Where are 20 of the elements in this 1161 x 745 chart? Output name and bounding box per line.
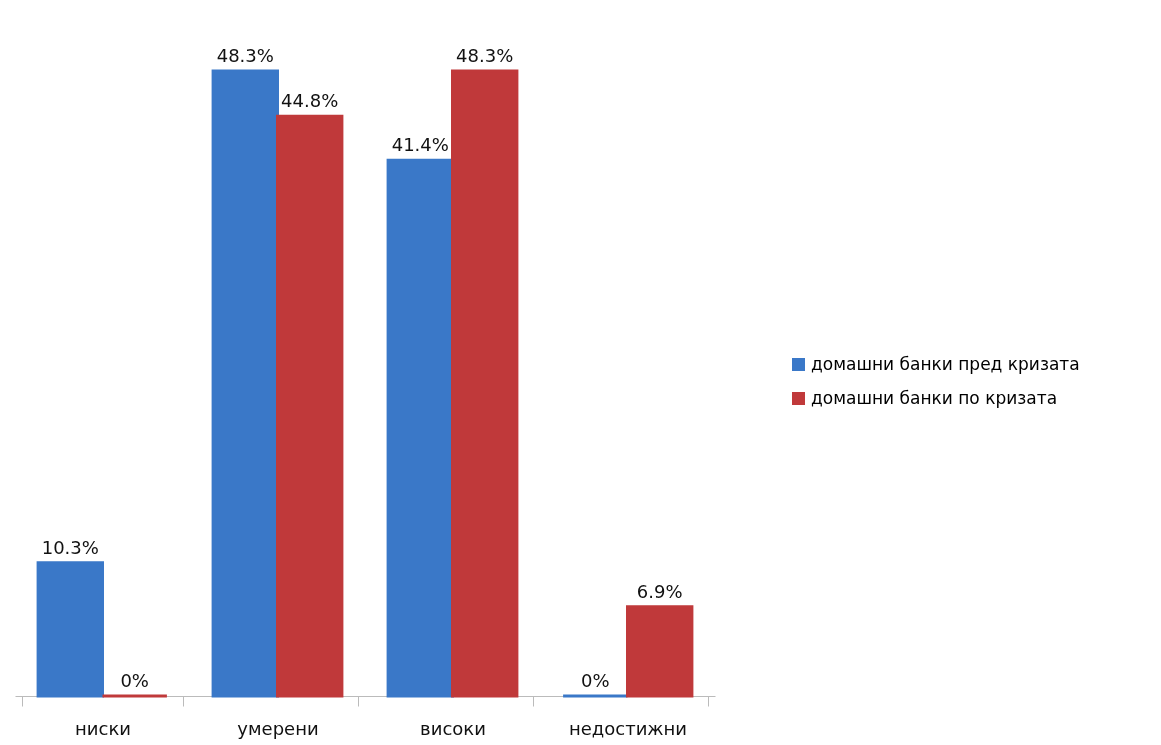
x-tick-label: недостижни bbox=[568, 717, 688, 739]
x-tick-label: високи bbox=[420, 717, 486, 739]
data-label: 6.9% bbox=[636, 580, 683, 602]
bar bbox=[386, 158, 454, 698]
x-tick-label: умерени bbox=[237, 717, 319, 739]
data-label: 41.4% bbox=[391, 134, 449, 156]
data-label: 44.8% bbox=[281, 90, 339, 112]
legend-label: домашни банки пред кризата bbox=[811, 353, 1080, 374]
legend-label: домашни банки по кризата bbox=[811, 387, 1058, 408]
bar bbox=[626, 605, 694, 698]
x-tick-label: ниски bbox=[75, 717, 131, 739]
data-label: 0% bbox=[120, 670, 149, 691]
bar bbox=[36, 561, 104, 698]
bar bbox=[211, 69, 279, 698]
bar bbox=[276, 114, 344, 698]
data-label: 10.3% bbox=[41, 536, 99, 558]
data-label: 48.3% bbox=[456, 45, 514, 66]
bar bbox=[451, 69, 519, 698]
data-label: 0% bbox=[581, 670, 610, 691]
data-label: 48.3% bbox=[216, 45, 274, 66]
